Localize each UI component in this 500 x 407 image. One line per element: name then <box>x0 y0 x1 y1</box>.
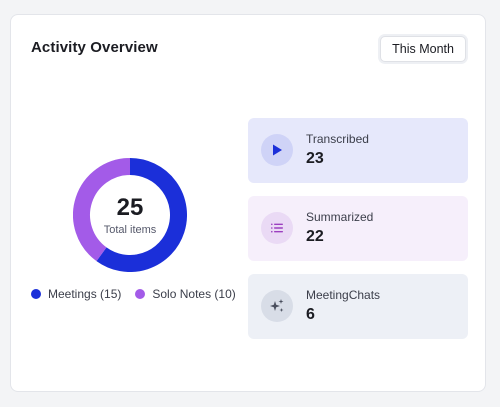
donut-chart: 25 Total items <box>73 158 187 272</box>
stat-value: 23 <box>306 150 324 167</box>
stat-value: 6 <box>306 306 315 323</box>
activity-overview-card: Activity Overview This Month 25 Total it… <box>10 14 486 392</box>
stat-label: Summarized <box>306 210 374 224</box>
sparkles-icon <box>261 290 293 322</box>
legend-label: Solo Notes (10) <box>152 287 236 301</box>
stat-card-transcribed[interactable]: Transcribed 23 <box>248 118 468 183</box>
stat-label: Transcribed <box>306 132 369 146</box>
donut-total-value: 25 <box>116 193 144 221</box>
donut-segment-solo-notes <box>73 158 131 262</box>
legend-dot <box>31 289 41 299</box>
card-title: Activity Overview <box>31 39 158 56</box>
list-icon <box>261 212 293 244</box>
period-select-button[interactable]: This Month <box>380 36 466 62</box>
stat-card-summarized[interactable]: Summarized 22 <box>248 196 468 261</box>
donut-legend: Meetings (15) Solo Notes (10) <box>31 287 250 301</box>
stat-card-meetingchats[interactable]: MeetingChats 6 <box>248 274 468 339</box>
stat-label: MeetingChats <box>306 288 381 302</box>
donut-center: 25 Total items <box>73 158 187 272</box>
legend-dot <box>135 289 146 299</box>
donut-segment-meetings <box>96 158 187 272</box>
donut-total-label: Total items <box>103 223 157 236</box>
legend-item-meetings: Meetings (15) <box>31 287 121 301</box>
legend-item-solo-notes: Solo Notes (10) <box>135 287 236 301</box>
play-icon <box>261 134 293 166</box>
donut-svg <box>73 158 187 272</box>
legend-label: Meetings (15) <box>48 287 122 301</box>
stat-value: 22 <box>306 228 324 245</box>
